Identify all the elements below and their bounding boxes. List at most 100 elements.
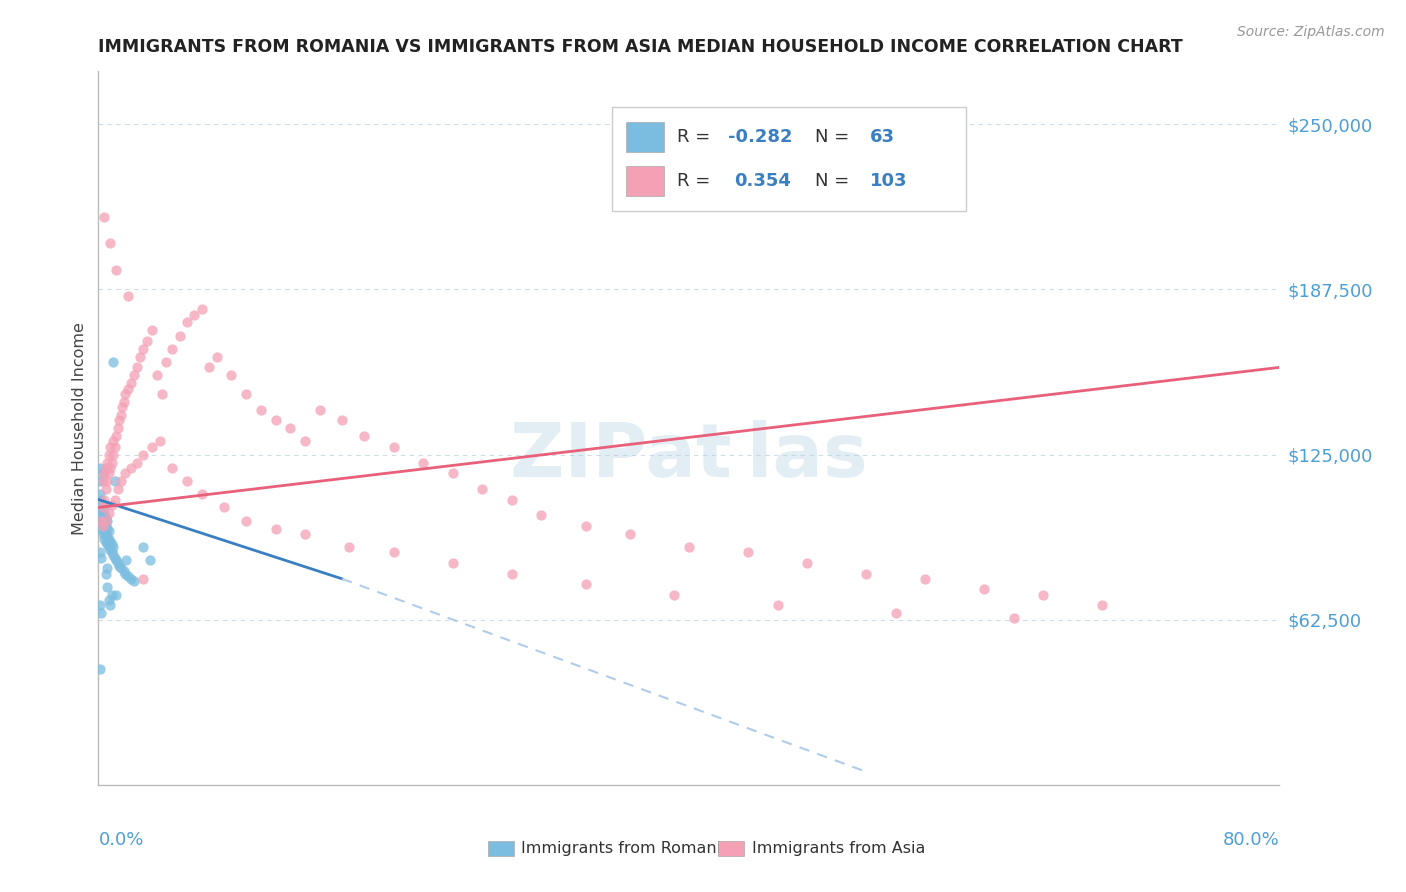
Point (132, 572, 155, 586)
Point (94, 511, 117, 525)
Point (678, 540, 700, 554)
Point (90, 514, 112, 528)
Point (100, 545, 122, 559)
Point (93, 466, 115, 480)
Text: 0.354: 0.354 (734, 172, 790, 190)
Point (89, 500, 111, 515)
Point (96, 514, 118, 528)
Point (94, 566, 117, 581)
Point (97, 593, 120, 607)
Point (97, 524, 120, 539)
Point (294, 434, 316, 449)
Point (96, 456, 118, 470)
FancyBboxPatch shape (626, 166, 664, 196)
Point (104, 492, 127, 507)
FancyBboxPatch shape (488, 840, 515, 856)
Point (250, 402, 273, 417)
Text: IMMIGRANTS FROM ROMANIA VS IMMIGRANTS FROM ASIA MEDIAN HOUSEHOLD INCOME CORRELAT: IMMIGRANTS FROM ROMANIA VS IMMIGRANTS FR… (98, 38, 1184, 56)
Point (91, 500, 114, 515)
Text: ZIPat las: ZIPat las (510, 420, 868, 493)
Point (412, 456, 434, 470)
Point (264, 413, 287, 427)
Point (98, 236, 121, 251)
Point (93, 532, 115, 546)
Point (98, 440, 121, 454)
Point (280, 421, 302, 435)
Point (89, 545, 111, 559)
Point (90, 550, 112, 565)
Point (96, 522, 118, 536)
Point (441, 466, 464, 480)
Point (382, 440, 405, 454)
Point (91, 466, 114, 480)
Point (664, 588, 686, 602)
Point (111, 400, 134, 414)
Point (97, 448, 120, 462)
Point (96, 537, 118, 551)
Point (441, 556, 464, 570)
Point (104, 440, 127, 454)
Point (89, 599, 111, 613)
Point (146, 368, 169, 383)
Point (96, 474, 118, 488)
Point (108, 413, 131, 427)
Point (103, 540, 125, 554)
Point (103, 548, 125, 562)
FancyBboxPatch shape (612, 107, 966, 211)
Point (110, 561, 132, 575)
Text: N =: N = (815, 172, 855, 190)
Text: N =: N = (815, 128, 855, 146)
Point (382, 545, 405, 559)
Point (114, 386, 136, 401)
Point (125, 360, 148, 375)
Point (212, 500, 235, 515)
Point (97, 532, 120, 546)
Point (89, 514, 111, 528)
Point (91, 474, 114, 488)
Point (1032, 588, 1054, 602)
Point (105, 588, 128, 602)
Point (90, 492, 112, 507)
Point (110, 474, 132, 488)
Point (97, 540, 120, 554)
Point (339, 540, 361, 554)
Point (855, 566, 877, 581)
Y-axis label: Median Household Income: Median Household Income (72, 322, 87, 534)
Point (104, 550, 127, 565)
Point (98, 460, 121, 475)
Point (94, 527, 117, 541)
Point (90, 606, 112, 620)
Point (530, 508, 553, 523)
Point (89, 474, 111, 488)
Text: 0.0%: 0.0% (98, 831, 143, 849)
Point (93, 524, 115, 539)
Point (90, 506, 112, 520)
Text: 63: 63 (870, 128, 894, 146)
Point (330, 413, 353, 427)
Text: 80.0%: 80.0% (1223, 831, 1279, 849)
Point (501, 492, 523, 507)
Point (766, 599, 789, 613)
Point (619, 527, 641, 541)
Text: Immigrants from Asia: Immigrants from Asia (752, 841, 925, 856)
Text: R =: R = (678, 128, 716, 146)
Point (94, 460, 117, 475)
Point (98, 534, 121, 549)
Point (162, 342, 183, 356)
Point (117, 289, 139, 303)
Point (105, 262, 128, 277)
Point (796, 556, 818, 570)
Point (122, 368, 145, 383)
Point (114, 466, 136, 480)
Point (105, 553, 128, 567)
Point (128, 350, 150, 364)
Point (103, 355, 125, 369)
Point (91, 519, 114, 533)
Point (737, 545, 759, 559)
Point (105, 429, 128, 443)
Point (136, 334, 159, 348)
Point (139, 553, 162, 567)
Point (122, 574, 145, 589)
Point (575, 577, 598, 591)
Point (98, 599, 121, 613)
